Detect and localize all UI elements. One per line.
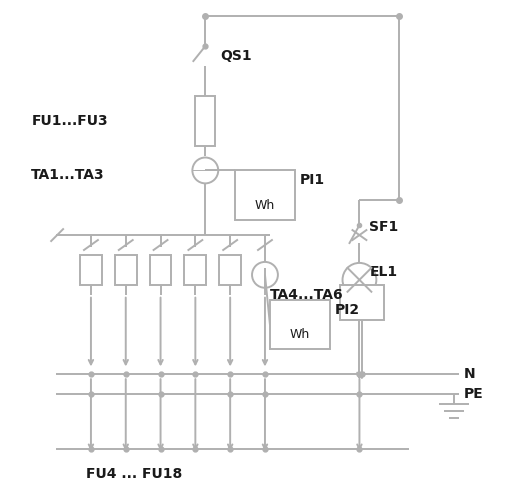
Bar (270, 300, 329, 349)
Text: TA4...TA6: TA4...TA6 (270, 288, 343, 302)
Bar (339, 285, 384, 320)
Text: FU1...FU3: FU1...FU3 (31, 114, 108, 128)
Bar (195, 96, 215, 146)
Bar (235, 170, 295, 220)
Text: SF1: SF1 (369, 220, 399, 234)
Text: N: N (464, 367, 476, 381)
Text: Wh: Wh (290, 328, 310, 341)
Text: PE: PE (464, 387, 484, 401)
Text: Wh: Wh (255, 199, 275, 212)
Bar (184, 255, 206, 285)
Text: FU4 ... FU18: FU4 ... FU18 (86, 467, 182, 481)
Bar (115, 255, 137, 285)
Bar (80, 255, 102, 285)
Bar (150, 255, 171, 285)
Text: TA1...TA3: TA1...TA3 (31, 168, 105, 182)
Text: PI1: PI1 (300, 173, 325, 187)
Bar (219, 255, 241, 285)
Text: PI2: PI2 (335, 303, 359, 317)
Text: EL1: EL1 (369, 265, 397, 279)
Text: QS1: QS1 (220, 49, 252, 63)
